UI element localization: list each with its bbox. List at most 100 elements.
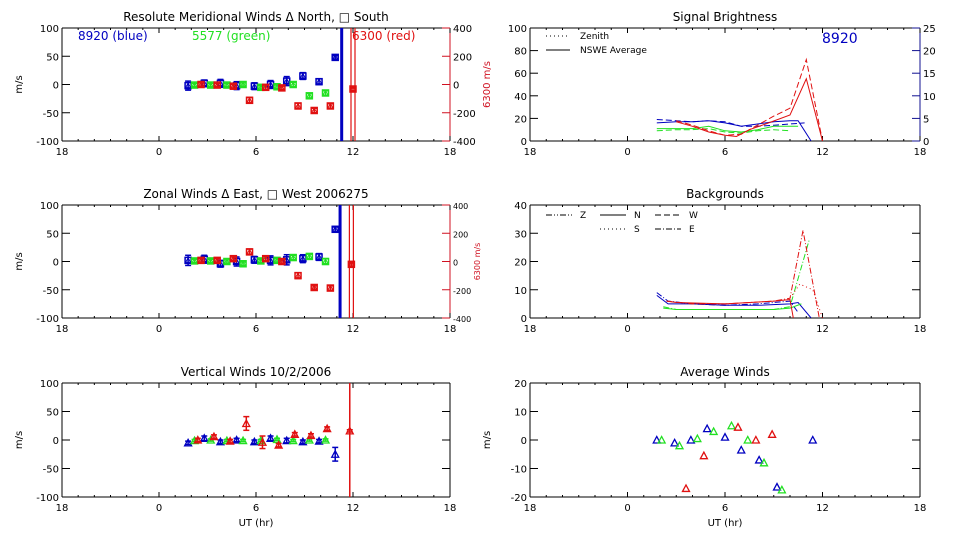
y-tick-label: -50 — [43, 286, 59, 297]
data-point — [808, 435, 818, 444]
x-tick-label: 18 — [56, 147, 69, 158]
series-red — [789, 283, 823, 318]
y-tick-label: 0 — [53, 81, 59, 92]
data-point — [241, 418, 251, 428]
series-line — [676, 57, 823, 141]
data-point — [184, 256, 192, 263]
data-point — [674, 440, 685, 450]
data-point — [262, 83, 270, 90]
data-point — [702, 423, 712, 433]
data-point — [289, 80, 297, 87]
data-point — [306, 92, 313, 99]
data-point — [278, 84, 286, 91]
y2-tick-label: 25 — [923, 24, 936, 35]
chart-title: Vertical Winds 10/2/2006 — [181, 365, 332, 379]
data-point — [246, 96, 253, 103]
data-point — [290, 429, 300, 438]
y-tick-label: -50 — [43, 109, 59, 120]
data-point — [230, 82, 237, 89]
x-tick-label: 18 — [914, 503, 927, 514]
y-tick-label: -100 — [36, 314, 59, 325]
series-green — [190, 252, 330, 268]
data-point — [709, 426, 719, 436]
y-tick-label: 100 — [40, 379, 59, 390]
data-point — [686, 435, 696, 444]
data-point — [191, 257, 198, 264]
y-tick-label: 60 — [514, 69, 527, 80]
x-tick-label: 0 — [624, 147, 630, 158]
data-point — [283, 77, 291, 84]
legend-label: Zenith — [580, 32, 609, 42]
x-tick-label: 18 — [56, 503, 69, 514]
series-red — [197, 205, 356, 318]
x-tick-label: 18 — [444, 147, 457, 158]
series-green — [189, 434, 331, 445]
data-point — [209, 431, 219, 441]
data-point — [193, 435, 203, 444]
series-line — [663, 238, 810, 310]
x-tick-label: 6 — [253, 503, 259, 514]
y-axis-label: m/s — [482, 431, 493, 449]
plot-area — [656, 57, 823, 141]
y-tick-label: -100 — [36, 493, 59, 504]
y2-axis-label: 6300 m/s — [482, 61, 493, 108]
data-point — [288, 435, 298, 445]
y-tick-label: 20 — [514, 379, 527, 390]
data-point — [230, 255, 237, 262]
chart-title: Resolute Meridional Winds Δ North, □ Sou… — [123, 10, 389, 24]
y-tick-label: 50 — [46, 229, 59, 240]
x-axis-label: UT (hr) — [708, 518, 743, 529]
series-green — [657, 420, 787, 494]
x-tick-label: 6 — [722, 503, 728, 514]
y2-tick-label: 0 — [453, 259, 458, 268]
data-point — [754, 455, 764, 464]
x-tick-label: 0 — [156, 503, 162, 514]
data-point — [306, 252, 313, 259]
series-blue — [183, 433, 340, 462]
series-line — [656, 125, 799, 133]
data-point — [265, 433, 276, 442]
y-tick-label: 100 — [40, 24, 59, 35]
y-tick-label: 0 — [521, 137, 527, 148]
data-point — [751, 435, 761, 444]
legend-label: N — [634, 211, 641, 221]
data-point — [681, 483, 691, 493]
y-tick-label: 100 — [40, 201, 59, 212]
data-point — [327, 102, 334, 109]
data-point — [183, 437, 193, 447]
data-point — [225, 436, 235, 445]
data-point — [239, 260, 247, 267]
data-point — [249, 436, 259, 446]
y-tick-label: 100 — [508, 24, 527, 35]
y-tick-label: 0 — [521, 436, 527, 447]
y2-tick-label: -400 — [453, 137, 476, 148]
y-tick-label: 50 — [46, 52, 59, 63]
y2-tick-label: -200 — [453, 109, 476, 120]
data-point — [322, 423, 332, 433]
plot-area — [184, 205, 356, 318]
data-point — [304, 435, 314, 444]
x-tick-label: 12 — [347, 147, 360, 158]
plot-area — [652, 420, 818, 494]
chart-title: Zonal Winds Δ East, □ West 2006275 — [143, 187, 368, 201]
data-point — [310, 106, 318, 113]
data-point — [733, 422, 743, 431]
series-red — [666, 230, 820, 318]
legend-label: Z — [580, 211, 586, 221]
y-tick-label: 30 — [514, 229, 527, 240]
x-tick-label: 12 — [816, 503, 829, 514]
data-point — [191, 81, 198, 88]
y2-tick-label: 200 — [453, 230, 468, 239]
series-line — [789, 283, 823, 318]
y2-tick-label: 200 — [453, 52, 472, 63]
series-red — [676, 77, 823, 141]
series-green — [656, 128, 791, 134]
x-tick-label: 0 — [156, 147, 162, 158]
data-point — [278, 257, 286, 264]
series-line — [656, 295, 812, 318]
plot-area — [656, 230, 823, 318]
legend-label: W — [689, 211, 698, 221]
series-green — [656, 125, 799, 133]
data-point — [315, 78, 323, 85]
